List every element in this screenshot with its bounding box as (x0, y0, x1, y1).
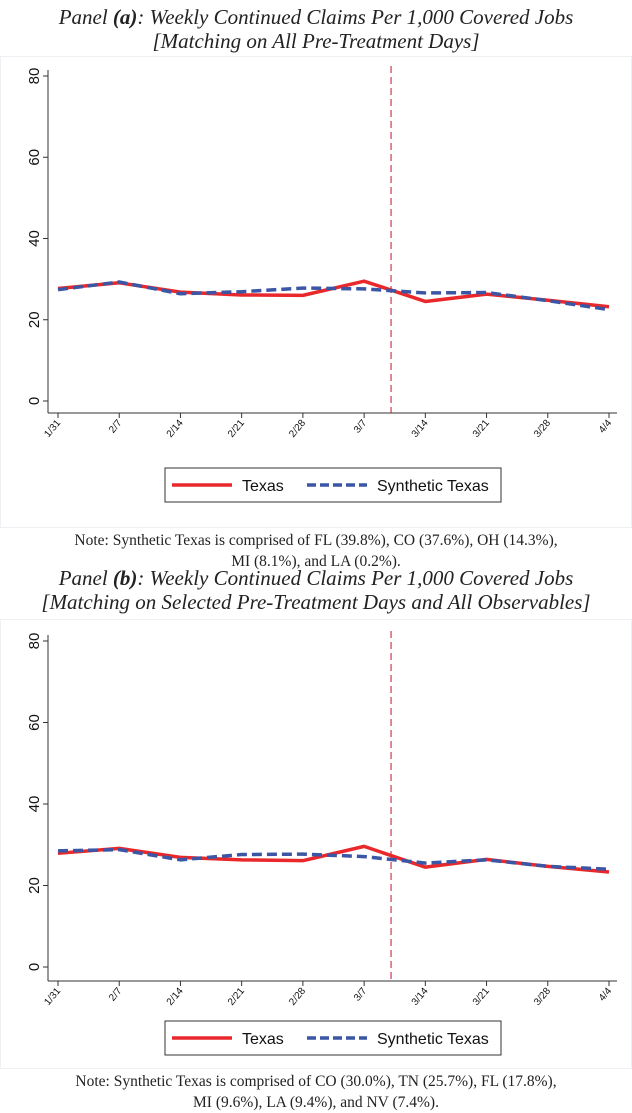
x-tick-label: 2/14 (165, 418, 186, 440)
x-tick-label: 3/28 (532, 986, 553, 1008)
x-tick-label: 2/7 (107, 418, 125, 436)
panel-b-chart: 0 20 40 60 80 1/31 2/7 2/14 2/21 2/28 3/7 3/14 3/21 3… (26, 631, 617, 1056)
synthetic-texas-line (57, 847, 610, 871)
y-tick-label: 80 (26, 633, 43, 650)
panel-b-title-prefix: Panel (58, 566, 113, 590)
panel-a-graph: 0 20 40 60 80 1/31 2/7 2/14 2/21 2/28 3/7 3/14 3/21 3… (0, 56, 632, 528)
x-tick-label: 4/4 (597, 986, 615, 1004)
y-tick-label: 0 (26, 397, 43, 405)
x-tick-label: 3/21 (471, 418, 492, 440)
legend-synthetic-texas-label: Synthetic Texas (377, 1031, 489, 1048)
panel-b-subtitle: [Matching on Selected Pre-Treatment Days… (41, 590, 591, 614)
panel-a-title-main: : Weekly Continued Claims Per 1,000 Cove… (137, 5, 574, 29)
x-tick-label: 3/28 (532, 418, 553, 440)
x-tick-label: 2/21 (226, 986, 247, 1008)
panel-b-graph: 0 20 40 60 80 1/31 2/7 2/14 2/21 2/28 3/7 3/14 3/21 3… (0, 619, 632, 1069)
panel-b-title: Panel (b): Weekly Continued Claims Per 1… (0, 567, 632, 590)
y-tick-label: 40 (26, 796, 43, 813)
panel-b-note-2: MI (9.6%), LA (9.4%), and NV (7.4%). (193, 1094, 439, 1111)
panel-a-subtitle: [Matching on All Pre-Treatment Days] (152, 29, 480, 53)
legend-texas-label: Texas (242, 478, 284, 495)
y-tick-label: 80 (26, 68, 43, 85)
x-tick-label: 3/7 (352, 986, 370, 1004)
x-tick-label: 2/21 (226, 418, 247, 440)
panel-a-title: Panel (a): Weekly Continued Claims Per 1… (0, 6, 632, 29)
legend-synthetic-texas-label: Synthetic Texas (377, 478, 489, 495)
x-tick-label: 2/14 (165, 986, 186, 1008)
y-tick-label: 0 (26, 963, 43, 971)
panel-b-title-main: : Weekly Continued Claims Per 1,000 Cove… (137, 566, 574, 590)
panel-a-chart: 0 20 40 60 80 1/31 2/7 2/14 2/21 2/28 3/7 3/14 3/21 3… (26, 66, 617, 503)
texas-line (57, 844, 610, 874)
x-tick-label: 1/31 (42, 418, 63, 440)
x-tick-label: 3/14 (410, 986, 431, 1008)
panel-a-title-prefix: Panel (58, 5, 113, 29)
y-tick-label: 20 (26, 311, 43, 328)
panel-a-note-2: MI (8.1%), and LA (0.2%). (231, 553, 401, 570)
x-tick-label: 2/28 (287, 418, 308, 440)
x-tick-label: 3/21 (471, 986, 492, 1008)
x-tick-label: 1/31 (42, 986, 63, 1008)
panel-a-label: (a) (112, 5, 138, 29)
x-tick-label: 2/7 (107, 986, 125, 1004)
x-tick-label: 3/7 (352, 418, 370, 436)
synthetic-texas-line (57, 280, 610, 312)
panel-a-note-1: Note: Synthetic Texas is comprised of FL… (74, 532, 558, 549)
panel-b-label: (b) (112, 566, 138, 590)
x-tick-label: 3/14 (410, 418, 431, 440)
y-tick-label: 40 (26, 230, 43, 247)
legend-texas-label: Texas (242, 1031, 284, 1048)
panel-b-note-1: Note: Synthetic Texas is comprised of CO… (75, 1073, 557, 1090)
x-tick-label: 4/4 (597, 418, 615, 436)
y-tick-label: 60 (26, 149, 43, 166)
y-tick-label: 20 (26, 877, 43, 894)
x-tick-label: 2/28 (287, 986, 308, 1008)
y-tick-label: 60 (26, 714, 43, 731)
